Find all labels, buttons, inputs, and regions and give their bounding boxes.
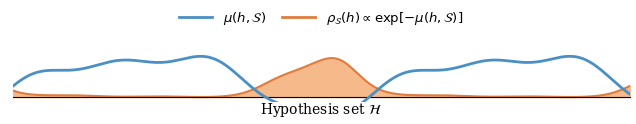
Legend: $\mu(h, \mathcal{S})$, $\rho_{\mathcal{S}}(h) \propto \exp[-\mu(h, \mathcal{S})]: $\mu(h, \mathcal{S})$, $\rho_{\mathcal{S… <box>174 4 468 32</box>
X-axis label: Hypothesis set $\mathcal{H}$: Hypothesis set $\mathcal{H}$ <box>260 101 382 119</box>
